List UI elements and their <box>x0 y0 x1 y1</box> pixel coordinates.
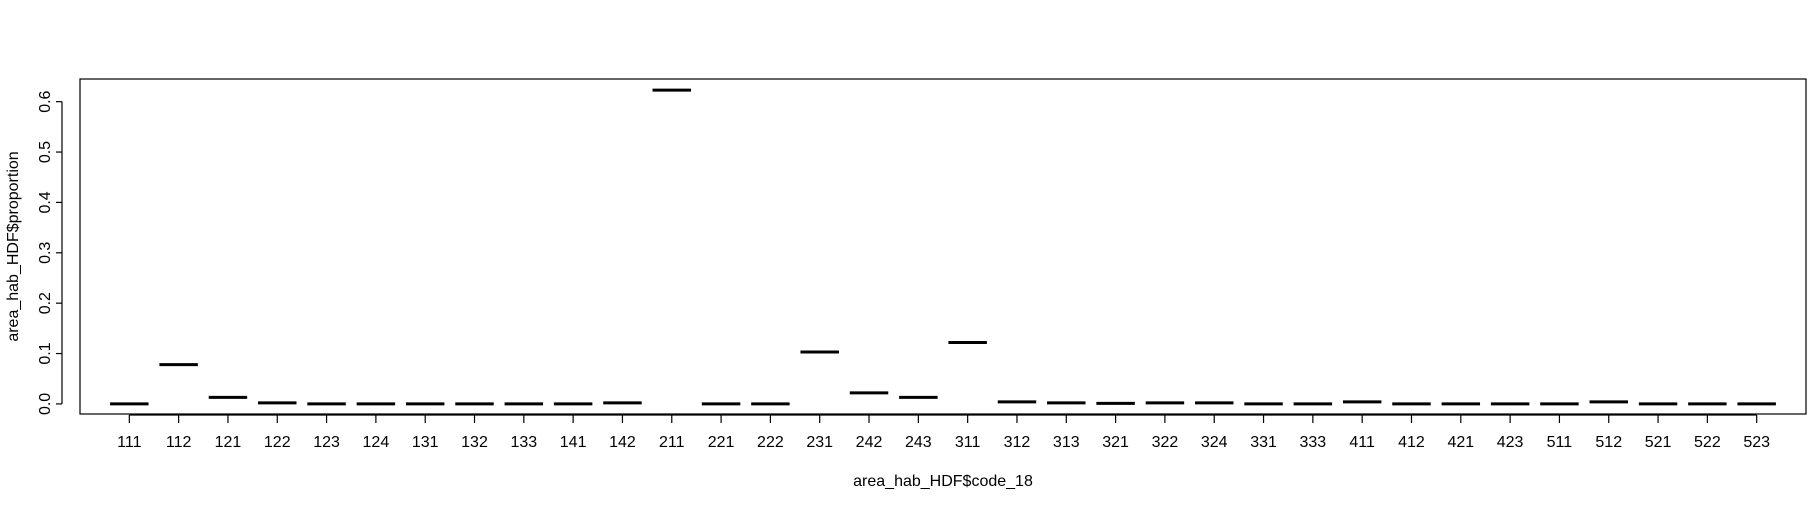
y-tick-label: 0.5 <box>37 141 54 163</box>
y-tick-label: 0.4 <box>37 191 54 213</box>
x-tick-label: 221 <box>708 434 735 451</box>
x-tick-label: 313 <box>1053 434 1080 451</box>
x-tick-label: 231 <box>806 434 833 451</box>
x-tick-label: 522 <box>1694 434 1721 451</box>
x-tick-label: 321 <box>1102 434 1129 451</box>
x-axis-title: area_hab_HDF$code_18 <box>853 473 1033 490</box>
x-tick-label: 112 <box>166 434 192 451</box>
x-tick-label: 421 <box>1447 434 1474 451</box>
data-marks <box>110 88 1776 406</box>
x-tick-label: 322 <box>1152 434 1179 451</box>
x-tick-label: 333 <box>1300 434 1327 451</box>
x-tick-label: 411 <box>1349 434 1375 451</box>
x-tick-label: 124 <box>363 434 390 451</box>
x-tick-label: 243 <box>905 434 932 451</box>
x-tick-label: 512 <box>1595 434 1622 451</box>
x-tick-label: 412 <box>1398 434 1425 451</box>
y-tick-label: 0.1 <box>37 342 54 364</box>
x-tick-label: 133 <box>510 434 537 451</box>
y-tick-label: 0.3 <box>37 242 54 264</box>
x-tick-label: 121 <box>215 434 242 451</box>
x-tick-label: 311 <box>955 434 981 451</box>
x-tick-label: 521 <box>1645 434 1672 451</box>
x-tick-label: 211 <box>659 434 685 451</box>
x-tick-label: 423 <box>1497 434 1524 451</box>
x-tick-label: 132 <box>461 434 488 451</box>
x-tick-label: 324 <box>1201 434 1228 451</box>
x-tick-label: 141 <box>560 434 587 451</box>
y-axis-title: area_hab_HDF$proportion <box>5 151 22 341</box>
x-tick-label: 222 <box>757 434 784 451</box>
y-axis: 0.0 0.1 0.2 0.3 0.4 0.5 0.6 <box>37 90 63 415</box>
x-tick-label: 331 <box>1250 434 1277 451</box>
x-axis: 111 112 121 122 123 124 131 132 133 141 142 211 221 2… <box>117 414 1770 451</box>
x-tick-label: 523 <box>1743 434 1770 451</box>
x-tick-label: 123 <box>313 434 340 451</box>
x-tick-label: 122 <box>264 434 291 451</box>
plot-frame <box>79 78 1807 415</box>
y-tick-label: 0.6 <box>37 90 54 112</box>
x-tick-label: 111 <box>117 434 141 451</box>
x-tick-label: 242 <box>856 434 883 451</box>
x-tick-label: 312 <box>1004 434 1031 451</box>
y-tick-label: 0.0 <box>37 393 54 415</box>
x-tick-label: 511 <box>1547 434 1573 451</box>
x-tick-label: 131 <box>412 434 439 451</box>
x-tick-label: 142 <box>609 434 636 451</box>
y-tick-label: 0.2 <box>37 292 54 314</box>
